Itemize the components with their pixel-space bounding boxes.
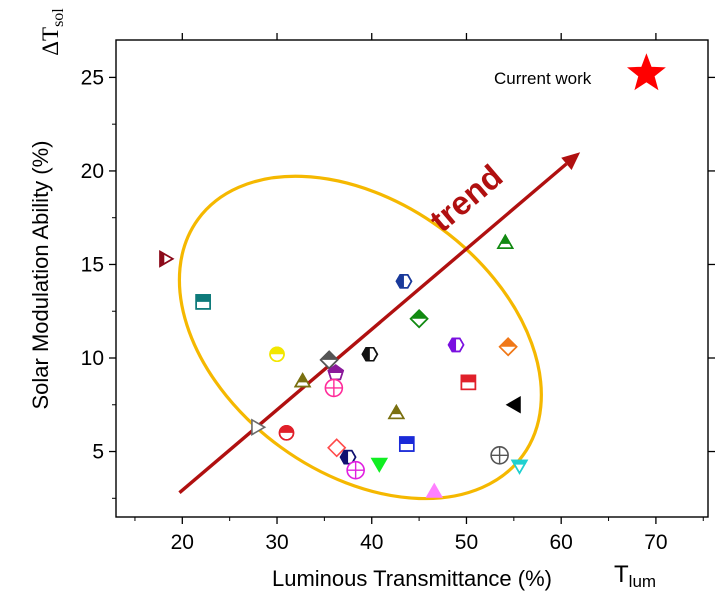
axis-ticks: 20 30 40 50 60 70 5 10 15 20 25 <box>81 33 715 554</box>
square-marker <box>460 374 477 391</box>
data-point <box>327 438 347 458</box>
diamond-marker <box>327 438 347 458</box>
y-tick-label: 10 <box>81 347 104 370</box>
x-axis-symbol: Tlum <box>614 561 656 591</box>
triangle-marker <box>387 404 406 420</box>
y-axis-symbol: ΔTsol <box>38 8 67 56</box>
marker-half-fill <box>320 351 338 360</box>
x-axis-label: Luminous Transmittance (%) <box>272 566 552 591</box>
data-point <box>324 378 344 398</box>
diamond-marker <box>498 337 518 357</box>
current-work-layer <box>627 53 666 91</box>
hexagon-marker <box>447 337 465 353</box>
marker-half-fill <box>391 405 402 415</box>
marker-half-fill <box>499 338 517 347</box>
marker-half-fill <box>500 235 511 244</box>
data-point <box>319 350 339 370</box>
x-tick-label: 70 <box>644 531 667 554</box>
y-tick-label: 20 <box>81 160 104 183</box>
data-point <box>293 372 312 388</box>
data-point <box>490 445 509 465</box>
trend-label: trend <box>423 157 510 239</box>
marker-half-fill <box>399 437 414 445</box>
marker-half-fill <box>328 365 344 373</box>
triangle-marker <box>293 372 312 388</box>
data-point <box>251 418 267 436</box>
x-tick-label: 30 <box>265 531 288 554</box>
diamond-marker <box>319 350 339 370</box>
marker-half-fill <box>461 375 476 383</box>
tri-left-marker <box>505 396 521 414</box>
tri-right-marker <box>159 250 175 268</box>
data-points <box>159 233 529 498</box>
trend-line <box>178 162 568 494</box>
y-tick-label: 15 <box>81 253 104 276</box>
current-work-star <box>627 53 666 91</box>
y-axis-label: Solar Modulation Ability (%) <box>28 140 53 409</box>
triangle-marker <box>496 233 515 249</box>
data-point <box>395 274 413 289</box>
triangle-down-marker <box>510 459 529 475</box>
circle-marker <box>269 346 285 363</box>
data-point <box>269 346 285 363</box>
y-tick-label: 25 <box>81 66 104 89</box>
y-tick-label: 5 <box>92 441 104 464</box>
trend-arrowhead <box>561 152 581 170</box>
data-point <box>425 482 444 498</box>
data-point <box>195 294 211 310</box>
marker-half-fill <box>160 251 165 267</box>
data-point <box>278 425 295 441</box>
hexagon-marker <box>361 346 379 362</box>
data-point <box>346 460 365 480</box>
marker-half-fill <box>512 460 527 465</box>
trend-ellipse-layer <box>177 174 543 501</box>
data-point <box>398 436 415 452</box>
data-point <box>447 337 465 353</box>
tri-right-marker <box>251 418 267 436</box>
data-point <box>387 404 406 420</box>
plot-frame <box>115 39 709 518</box>
trend-ellipse <box>177 174 543 501</box>
x-tick-label: 20 <box>171 531 194 554</box>
highlight-label: Current work <box>494 69 592 88</box>
marker-half-fill <box>196 294 211 302</box>
trend-arrow-layer <box>178 152 581 494</box>
diamond-marker <box>409 309 429 329</box>
data-point <box>505 396 521 414</box>
x-tick-label: 40 <box>360 531 383 554</box>
hexagon-marker <box>395 274 413 289</box>
data-point <box>409 309 429 329</box>
data-point <box>361 346 379 362</box>
data-point <box>460 374 477 391</box>
data-point <box>159 250 175 268</box>
square-marker <box>398 436 415 452</box>
x-tick-label: 60 <box>550 531 573 554</box>
data-point <box>510 459 529 475</box>
triangle-marker <box>425 482 444 498</box>
data-point <box>496 233 515 249</box>
marker-half-fill <box>297 373 308 383</box>
x-tick-label: 50 <box>455 531 478 554</box>
data-point <box>498 337 518 357</box>
marker-half-fill <box>410 310 428 319</box>
circle-marker <box>278 425 295 441</box>
square-marker <box>195 294 211 310</box>
triangle-down-marker <box>370 457 389 473</box>
data-point <box>370 457 389 473</box>
